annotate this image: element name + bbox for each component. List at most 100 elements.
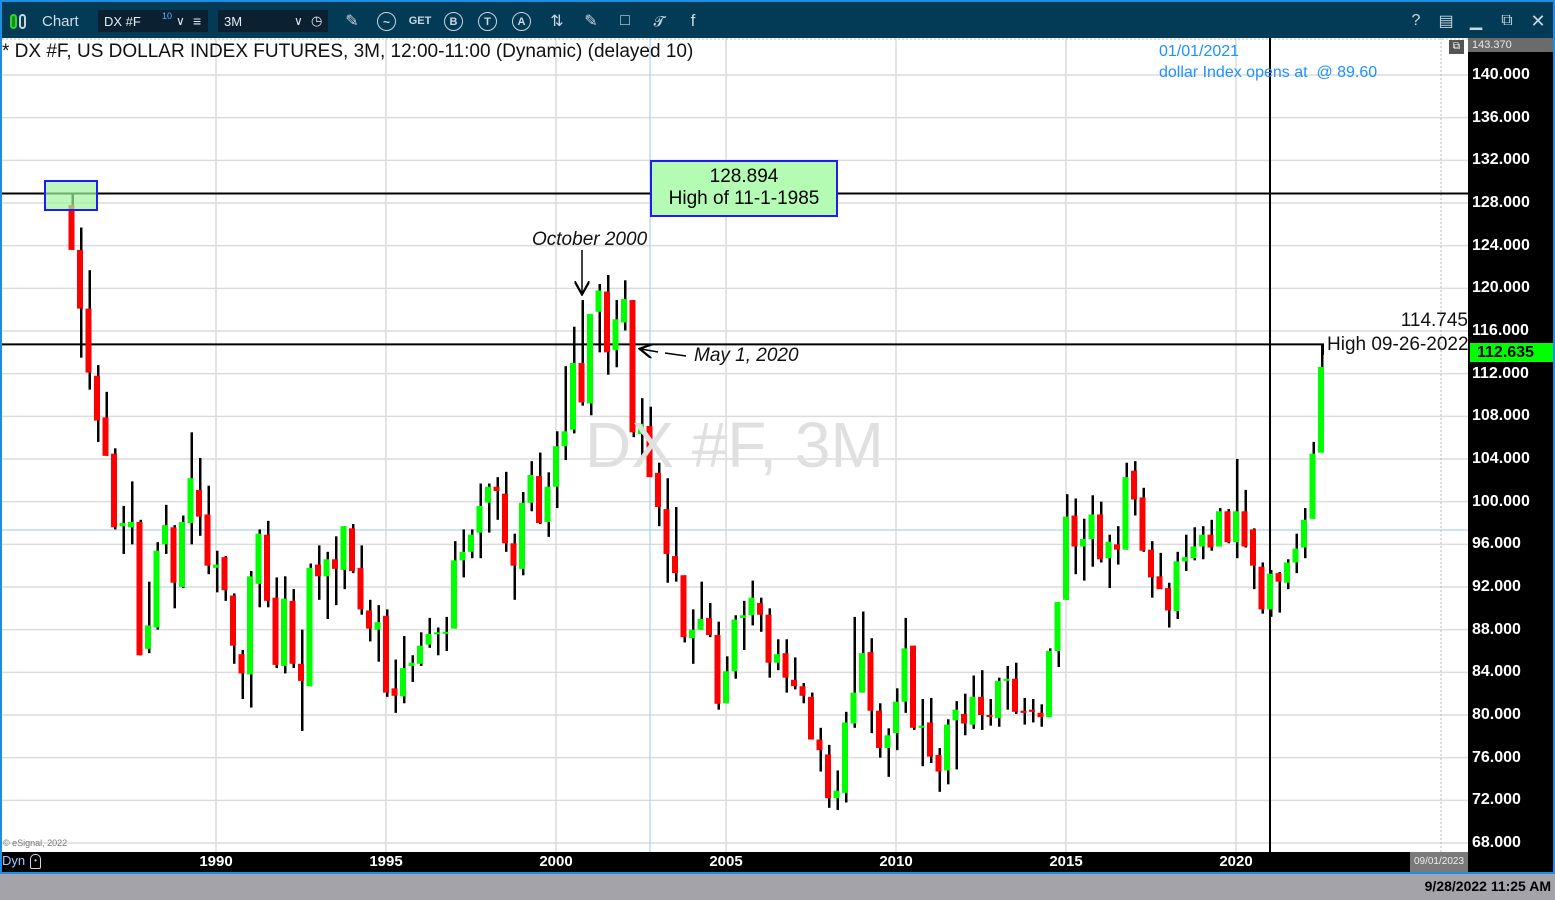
x-tick-label: 2020 <box>1219 853 1253 870</box>
get-button[interactable]: GET <box>408 15 432 27</box>
axis-end-date: 09/01/2023 <box>1410 852 1468 872</box>
candle-wick <box>1278 572 1281 613</box>
candle-wick <box>445 616 448 651</box>
candle-wick <box>675 507 678 582</box>
interval-select[interactable]: 3M ∨ ◷ <box>218 10 328 32</box>
minimize-icon[interactable]: ▁ <box>1469 13 1483 30</box>
buy-button[interactable]: B <box>444 12 463 31</box>
candle-body <box>706 617 712 635</box>
candle-body <box>493 486 500 491</box>
lock-icon[interactable]: • <box>30 854 41 869</box>
candle-body <box>1224 511 1231 543</box>
candle-body <box>1088 514 1095 539</box>
candle-body <box>476 505 483 533</box>
copyright: © eSignal, 2022 <box>3 838 68 848</box>
link-arrows-icon[interactable]: ⇅ <box>550 13 564 30</box>
edit-note-icon[interactable]: ✎ <box>584 13 598 30</box>
symbol-input[interactable]: DX #F 10 ∨ ≡ <box>98 10 208 32</box>
candle-body <box>383 615 389 693</box>
comment-icon[interactable]: □ <box>620 12 630 29</box>
chevron-down-icon[interactable]: ∨ <box>176 14 185 28</box>
x-tick-label: 1995 <box>369 853 403 870</box>
candle-body <box>663 509 670 554</box>
candle-wick <box>794 657 797 690</box>
candle-wick <box>955 701 958 770</box>
toolbar: Chart DX #F 10 ∨ ≡ 3M ∨ ◷ ✎ ~ GET B T A … <box>0 0 1555 38</box>
candle-body <box>986 715 993 717</box>
y-tick-label: 88.000 <box>1472 620 1521 638</box>
window-menu-icon[interactable]: ▤ <box>1438 13 1454 30</box>
status-datetime: 9/28/2022 11:25 AM <box>1424 878 1551 894</box>
candle-wick <box>1185 534 1188 571</box>
candle-body <box>1284 562 1290 583</box>
candle-body <box>621 299 627 323</box>
candle-body <box>391 688 398 696</box>
candle-body <box>731 619 738 672</box>
chart-plot-area[interactable]: * DX #F, US DOLLAR INDEX FUTURES, 3M, 12… <box>2 38 1468 852</box>
clock-icon[interactable]: ◷ <box>311 13 323 28</box>
candle-body <box>901 648 908 702</box>
candle-body <box>468 534 474 552</box>
y-tick-label: 124.000 <box>1472 236 1530 254</box>
chevron-down-icon[interactable]: ∨ <box>294 14 303 28</box>
candle-body <box>799 686 806 696</box>
x-tick-label: 2000 <box>539 853 573 870</box>
price-axis[interactable]: 143.370 140.000 136.000 132.000 128.000 124.… <box>1468 38 1553 872</box>
candle-body <box>791 679 797 687</box>
candle-body <box>1309 453 1316 519</box>
candle-body <box>153 550 160 628</box>
candle-body <box>289 600 296 664</box>
candle-body <box>298 663 304 681</box>
restore-icon[interactable]: ⧉ <box>1501 12 1513 29</box>
twitter-icon[interactable]: 𝓣 <box>653 12 665 29</box>
candle-body <box>536 476 542 523</box>
candle-body <box>357 567 364 610</box>
high-1985-annotation[interactable]: 128.894 High of 11-1-1985 <box>650 160 838 217</box>
candle-body <box>434 632 440 635</box>
candle-wick <box>853 616 856 728</box>
candle-body <box>646 425 653 478</box>
candle-body <box>374 622 381 630</box>
candle-wick <box>335 536 338 606</box>
study-wave-icon[interactable]: ~ <box>377 12 396 31</box>
axis-mode-label[interactable]: Dyn <box>2 853 26 868</box>
chart-watermark: DX #F, 3M <box>585 409 884 481</box>
candle-body <box>995 680 1001 719</box>
candle-wick <box>700 581 703 630</box>
note-text: dollar Index opens at @ 89.60 <box>1159 64 1378 81</box>
candle-body <box>332 559 338 569</box>
candle-body <box>264 534 270 601</box>
y-tick-label: 140.000 <box>1472 66 1530 83</box>
may-2020-label: May 1, 2020 <box>694 345 799 366</box>
candle-body <box>935 755 942 772</box>
candle-body <box>1173 561 1180 611</box>
y-tick-label: 104.000 <box>1472 450 1530 467</box>
close-icon[interactable]: ✕ <box>1530 10 1546 31</box>
candle-body <box>689 629 695 639</box>
candle-body <box>1105 541 1112 559</box>
candle-wick <box>887 728 890 777</box>
candle-body <box>485 486 491 503</box>
candle-body <box>672 556 678 574</box>
trade-button[interactable]: T <box>478 12 497 31</box>
candle-body <box>612 319 619 351</box>
candle-wick <box>1108 534 1111 589</box>
candle-body <box>77 249 83 309</box>
price-chart[interactable] <box>2 38 1468 852</box>
candle-body <box>655 472 661 507</box>
time-axis[interactable]: Dyn • 1990 1995 2000 2005 2010 2015 2020 09/01… <box>2 852 1468 872</box>
alert-button[interactable]: A <box>512 12 531 31</box>
menu-icon[interactable]: ≡ <box>193 13 202 29</box>
candle-body <box>459 551 466 561</box>
facebook-icon[interactable]: f <box>690 11 696 30</box>
candle-body <box>145 625 151 649</box>
candle-body <box>1054 601 1061 651</box>
candle-wick <box>513 533 516 600</box>
pencil-icon[interactable]: ✎ <box>345 13 359 30</box>
help-button[interactable]: ? <box>1411 12 1421 29</box>
y-tick-label: 76.000 <box>1472 748 1521 766</box>
maximize-pane-icon[interactable]: ⧉ <box>1449 40 1464 54</box>
y-tick-label: 80.000 <box>1472 706 1521 723</box>
candle-body <box>366 610 372 629</box>
last-price-marker: 112.635 <box>1470 343 1553 362</box>
